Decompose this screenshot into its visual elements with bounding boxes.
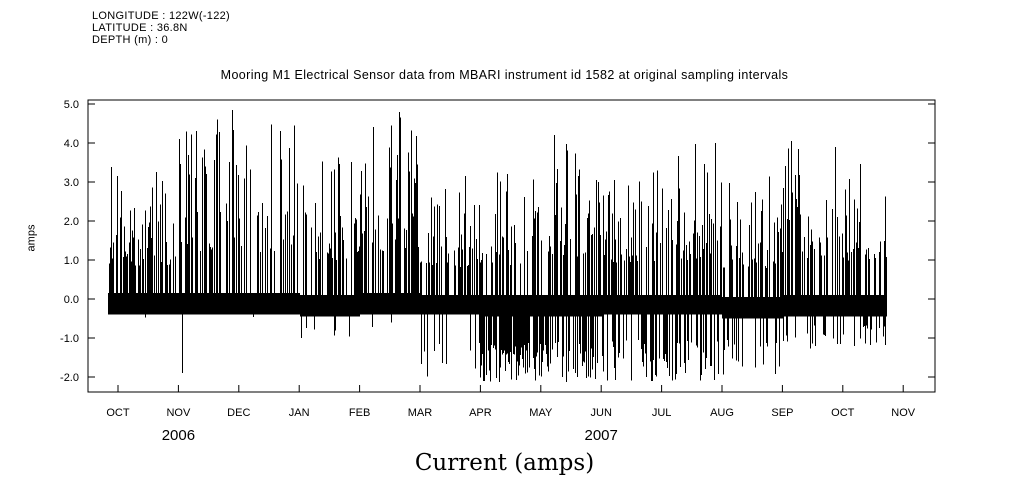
x-tick-label: NOV <box>891 407 916 419</box>
x-tick-label: OCT <box>106 407 130 419</box>
chart-title: Mooring M1 Electrical Sensor data from M… <box>220 68 789 82</box>
plot-border <box>87 99 936 393</box>
year-label: 2006 <box>162 427 195 444</box>
x-tick-label: DEC <box>227 407 250 419</box>
data-series-path <box>108 109 887 383</box>
x-tick-label: NOV <box>166 407 191 419</box>
location-metadata: LONGITUDE : 122W(-122) LATITUDE : 36.8N … <box>92 10 230 46</box>
latitude-label: LATITUDE : 36.8N <box>92 22 188 34</box>
y-tick-label: 0.0 <box>64 294 79 306</box>
x-tick-label: APR <box>469 407 492 419</box>
y-tick-label: 4.0 <box>64 138 79 150</box>
x-axis-title: Current (amps) <box>414 450 595 476</box>
x-tick-label: MAY <box>529 407 553 419</box>
depth-label: DEPTH (m) : 0 <box>92 34 169 46</box>
y-tick-label: 5.0 <box>64 99 79 111</box>
y-tick-label: 2.0 <box>64 216 79 228</box>
x-tick-label: SEP <box>771 407 793 419</box>
x-tick-label: JUN <box>591 407 612 419</box>
y-tick-label: -1.0 <box>60 333 79 345</box>
y-tick-label: -2.0 <box>60 372 79 384</box>
x-tick-label: OCT <box>831 407 855 419</box>
x-tick-label: JUL <box>652 407 672 419</box>
y-tick-label: 3.0 <box>64 177 79 189</box>
year-label: 2007 <box>585 427 618 444</box>
x-tick-label: FEB <box>349 407 370 419</box>
x-tick-label: AUG <box>710 407 734 419</box>
x-tick-label: MAR <box>408 407 433 419</box>
y-tick-label: 1.0 <box>64 255 79 267</box>
x-tick-label: JAN <box>289 407 310 419</box>
longitude-label: LONGITUDE : 122W(-122) <box>92 10 231 22</box>
